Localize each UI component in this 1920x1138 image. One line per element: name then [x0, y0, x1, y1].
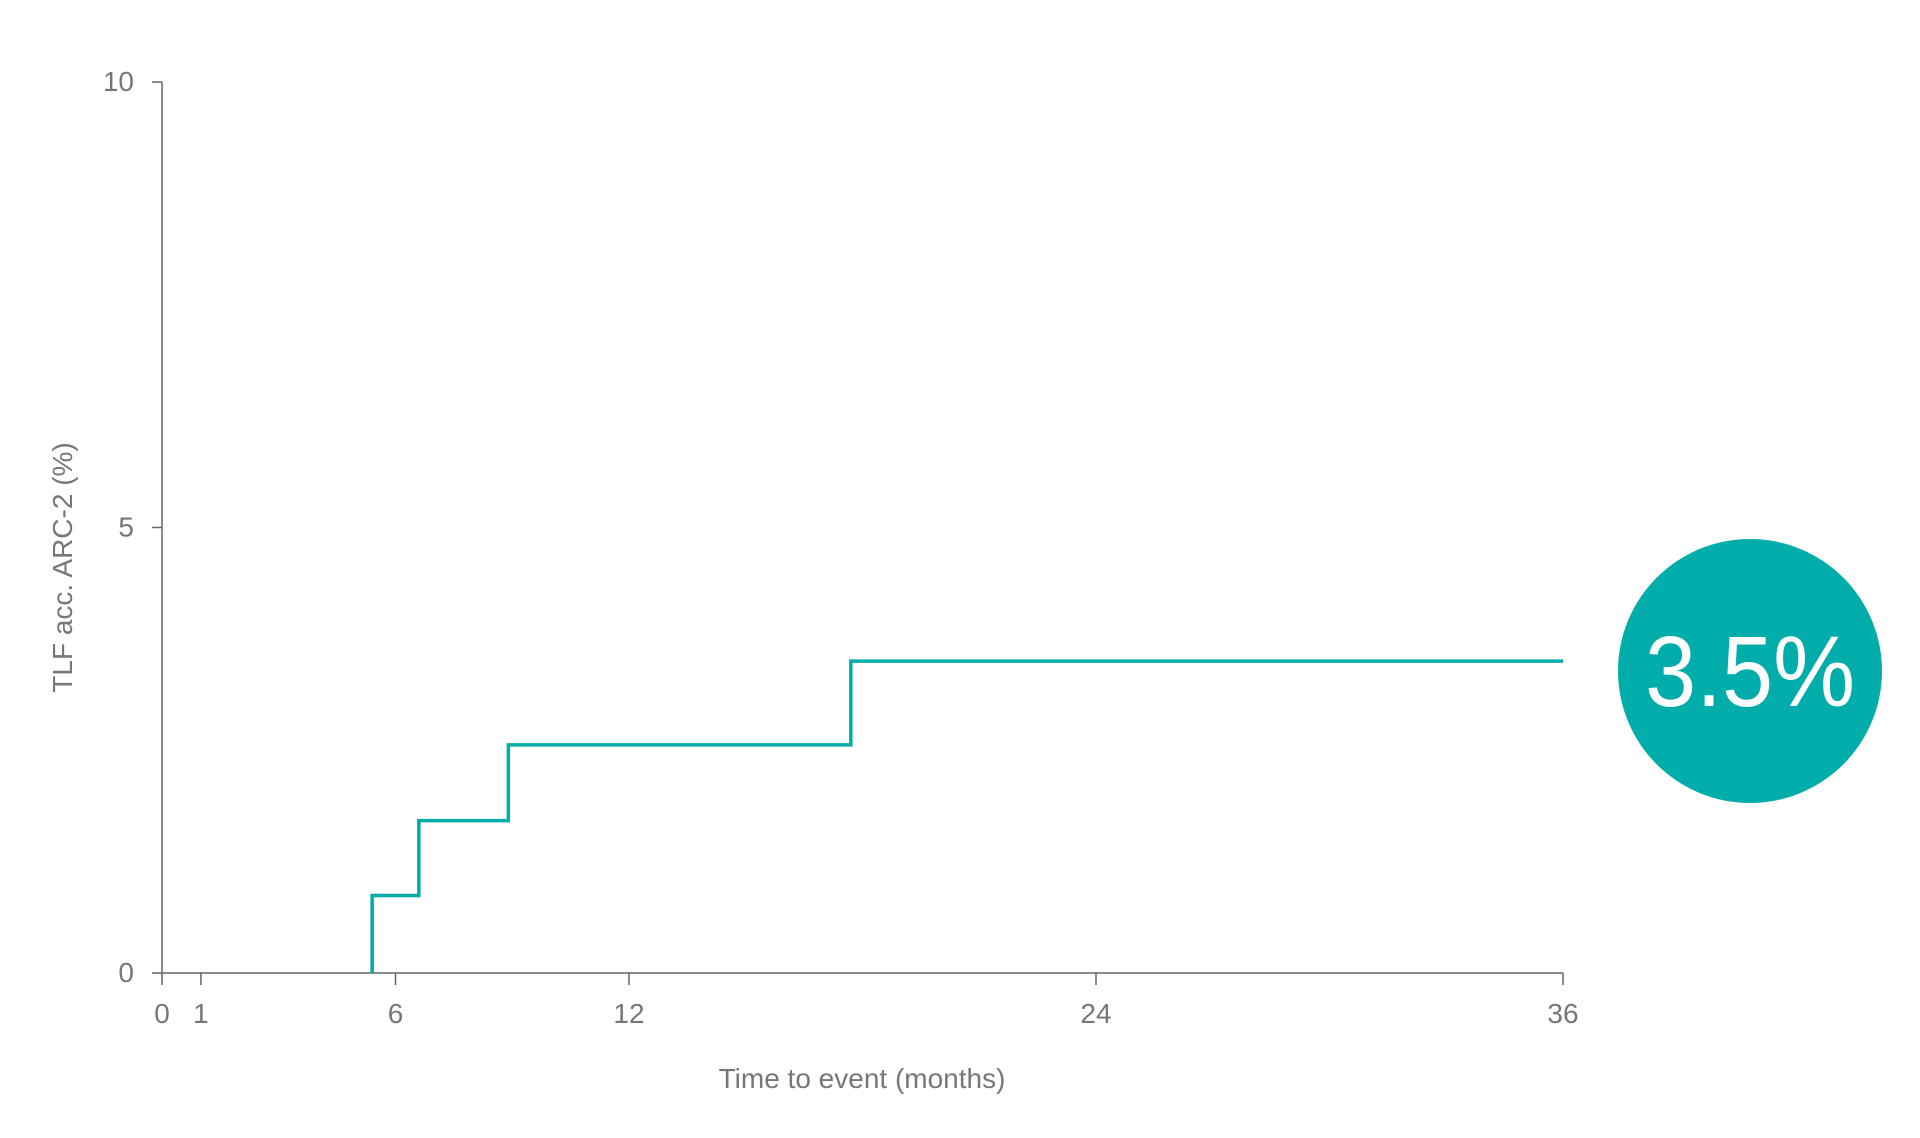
x-tick-label: 12 [613, 998, 644, 1029]
result-badge-text: 3.5% [1645, 616, 1855, 728]
x-tick-label: 36 [1547, 998, 1578, 1029]
y-tick-label: 5 [118, 512, 134, 543]
x-axis-label: Time to event (months) [719, 1063, 1006, 1094]
x-tick-label: 0 [154, 998, 170, 1029]
x-tick-label: 6 [388, 998, 404, 1029]
result-badge-circle [1618, 539, 1882, 803]
x-tick-label: 24 [1080, 998, 1111, 1029]
x-tick-label: 1 [193, 998, 209, 1029]
y-axis-label: TLF acc. ARC-2 (%) [47, 442, 78, 692]
y-tick-label: 10 [103, 66, 134, 97]
series-layer [370, 659, 1563, 973]
series-line-0 [370, 659, 1563, 973]
y-tick-label: 0 [118, 957, 134, 988]
result-badge: 3.5% [1618, 539, 1882, 803]
